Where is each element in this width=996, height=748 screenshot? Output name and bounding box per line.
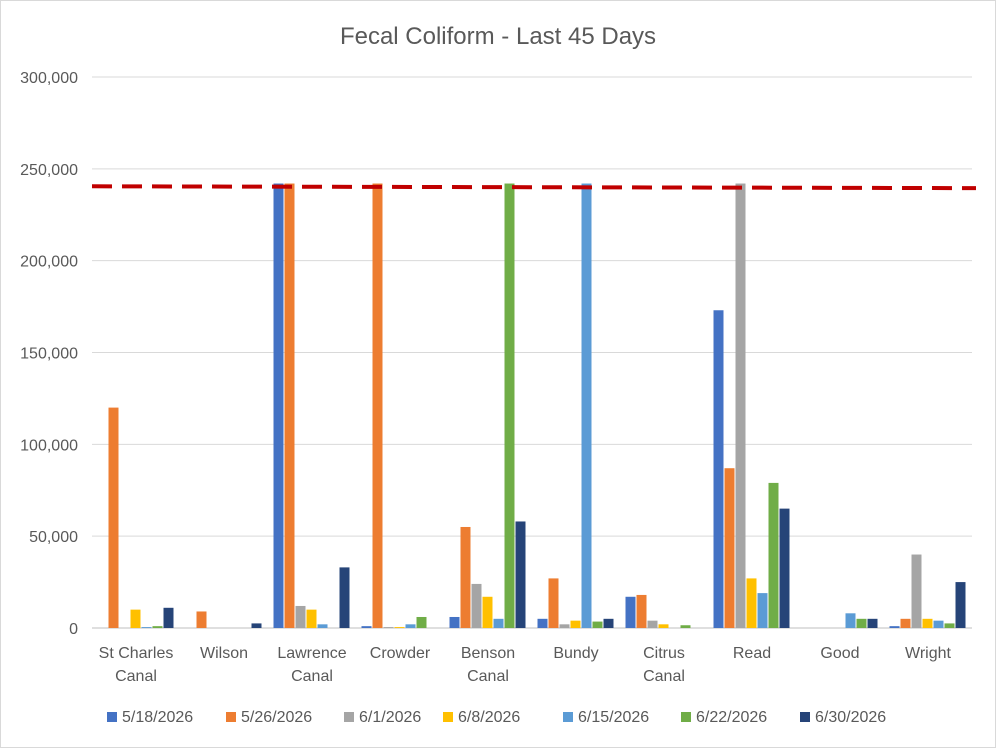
- bar: [130, 609, 141, 628]
- bar: [416, 616, 427, 628]
- chart-title: Fecal Coliform - Last 45 Days: [340, 23, 656, 50]
- x-tick-label: Read: [733, 645, 771, 662]
- y-tick-label: 100,000: [20, 437, 78, 454]
- bar: [515, 521, 526, 628]
- y-axis-ticks: 0 50,000 100,000 150,000 200,000 250,000 300,0…: [20, 70, 78, 638]
- bar: [570, 620, 581, 628]
- bar: [306, 609, 317, 628]
- legend-swatch: [563, 712, 573, 722]
- bar: [460, 526, 471, 628]
- x-tick-label: Wilson: [200, 645, 248, 662]
- bar: [394, 627, 405, 628]
- bar: [361, 626, 372, 628]
- bar: [559, 624, 570, 628]
- bar: [713, 310, 724, 628]
- threshold-line: [91, 184, 977, 191]
- x-tick-label: Citrus Canal: [643, 645, 685, 685]
- bar: [867, 618, 878, 628]
- bar: [647, 620, 658, 628]
- legend-entry: 5/18/2026: [122, 709, 193, 726]
- bar: [592, 621, 603, 628]
- bar: [933, 620, 944, 628]
- x-tick-label: Crowder: [370, 645, 431, 662]
- bar: [746, 578, 757, 628]
- x-tick-label: Benson Canal: [461, 645, 515, 685]
- x-tick-label: St Charles Canal: [99, 645, 174, 685]
- bar: [196, 611, 207, 628]
- bar: [680, 625, 691, 628]
- threshold-line-group: [91, 184, 977, 191]
- legend-entry: 6/8/2026: [458, 709, 520, 726]
- bars: [108, 183, 966, 628]
- bar: [493, 618, 504, 628]
- legend-entry: 6/22/2026: [696, 709, 767, 726]
- legend-swatch: [800, 712, 810, 722]
- bar: [449, 616, 460, 628]
- bar: [856, 618, 867, 628]
- legend-swatch: [443, 712, 453, 722]
- y-tick-label: 200,000: [20, 254, 78, 271]
- bar: [383, 627, 394, 628]
- x-tick-label: Good: [820, 645, 859, 662]
- bar: [944, 623, 955, 628]
- x-tick-label: Lawrence Canal: [277, 645, 346, 685]
- bar: [163, 607, 174, 628]
- bar: [724, 468, 735, 628]
- bar: [284, 183, 295, 628]
- x-axis-labels: St Charles Canal Wilson Lawrence Canal Crowde…: [99, 645, 952, 685]
- y-tick-label: 250,000: [20, 162, 78, 179]
- bar: [504, 183, 515, 628]
- bar: [482, 596, 493, 628]
- bar: [405, 624, 416, 628]
- y-tick-label: 150,000: [20, 346, 78, 363]
- bar: [900, 618, 911, 628]
- bar: [603, 618, 614, 628]
- bar: [372, 183, 383, 628]
- bar: [757, 593, 768, 628]
- bar: [548, 578, 559, 628]
- bar: [625, 596, 636, 628]
- legend-swatch: [226, 712, 236, 722]
- bar: [339, 567, 350, 628]
- y-tick-label: 300,000: [20, 70, 78, 87]
- bar: [911, 554, 922, 628]
- x-tick-label: Bundy: [553, 645, 598, 662]
- legend-entry: 6/30/2026: [815, 709, 886, 726]
- y-tick-label: 0: [69, 621, 78, 638]
- legend-entry: 6/15/2026: [578, 709, 649, 726]
- bar: [273, 183, 284, 628]
- bar: [779, 508, 790, 628]
- bar: [152, 626, 163, 628]
- bar: [471, 583, 482, 628]
- legend-swatch: [344, 712, 354, 722]
- x-tick-label: Wright: [905, 645, 951, 662]
- bar: [317, 624, 328, 628]
- gridlines: [92, 76, 972, 629]
- bar: [845, 613, 856, 628]
- bar: [581, 183, 592, 628]
- legend-swatch: [107, 712, 117, 722]
- bar: [141, 627, 152, 628]
- bar: [108, 407, 119, 628]
- bar: [955, 582, 966, 628]
- bar: [295, 605, 306, 628]
- bar: [251, 623, 262, 628]
- y-tick-label: 50,000: [29, 529, 78, 546]
- legend-entry: 5/26/2026: [241, 709, 312, 726]
- bar: [658, 624, 669, 628]
- legend-swatch: [681, 712, 691, 722]
- bar: [768, 482, 779, 628]
- bar: [889, 626, 900, 628]
- bar: [922, 618, 933, 628]
- bar: [735, 183, 746, 628]
- bar: [636, 594, 647, 628]
- legend-entry: 6/1/2026: [359, 709, 421, 726]
- bar: [537, 618, 548, 628]
- legend: 5/18/2026 5/26/2026 6/1/2026 6/8/2026 6/15/2…: [107, 709, 886, 726]
